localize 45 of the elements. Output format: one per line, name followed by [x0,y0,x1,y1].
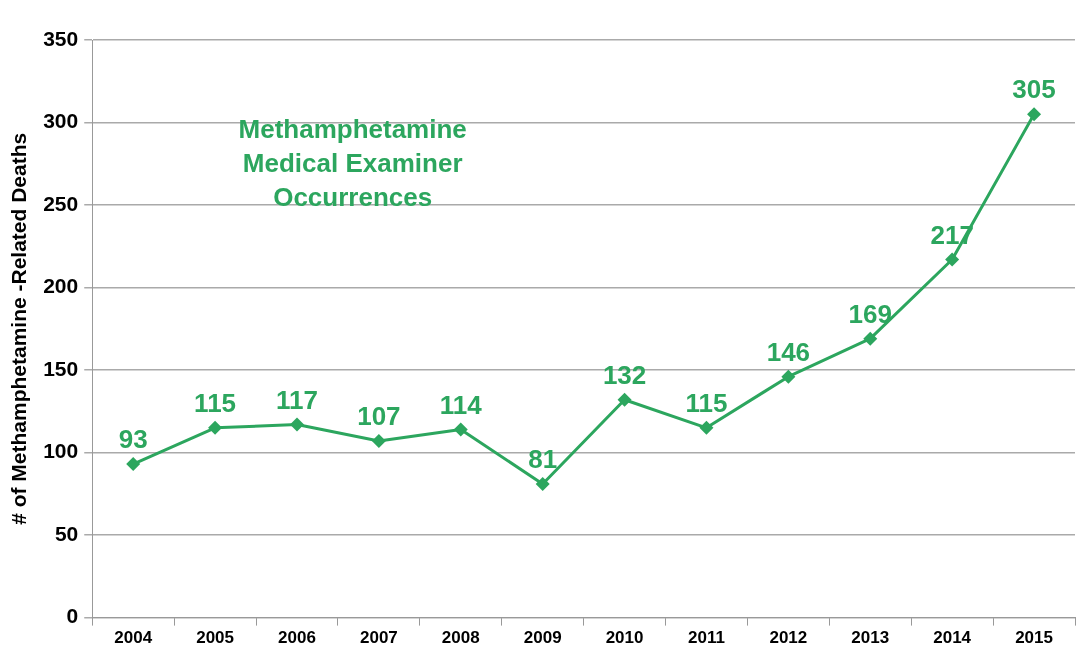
y-tick-label: 0 [66,604,79,628]
point [289,417,304,432]
y-tick-label: 150 [43,356,79,380]
x-tick-label: 2004 [114,628,153,648]
point [699,420,714,435]
x-tick-label: 2014 [933,628,972,648]
y-tick-label: 50 [54,521,79,545]
y-tick-label: 300 [43,109,79,133]
y-tick-label: 350 [43,26,79,50]
text: Methamphetamine Medical Examiner Occurrences [238,114,467,213]
data-label: 93 [118,424,148,455]
x-tick-label: 2005 [196,628,234,648]
point [617,392,632,407]
y-tick-label: 250 [43,191,79,215]
data-label: 169 [848,298,892,329]
point [781,369,796,384]
x-tick-label: 2009 [523,628,562,648]
data-label: 114 [439,389,483,420]
point [371,434,386,449]
point [208,420,223,435]
data-label: 81 [528,444,558,475]
x-tick-label: 2008 [441,628,480,648]
x-tick-label: 2015 [1015,628,1053,648]
y-tick-label: 100 [43,439,79,463]
x-tick-label: 2013 [851,628,890,648]
data-label: 146 [766,336,811,367]
data-label: 132 [602,359,647,390]
point [1027,107,1042,122]
x-tick-label: 2007 [359,628,398,648]
data-label: 115 [685,387,728,418]
y-axis-title: # of Methamphetamine -Related Deaths [7,132,31,525]
point [945,252,960,267]
point [863,331,878,346]
point [535,476,550,491]
data-label: 305 [1012,74,1056,105]
point [453,422,468,437]
point [126,457,141,472]
data-label: 115 [194,387,237,418]
x-tick-label: 2010 [605,628,644,648]
data-label: 117 [276,384,318,415]
x-tick-label: 2006 [278,628,316,648]
y-tick-label: 200 [43,274,79,298]
data-label: 107 [357,401,401,432]
x-tick-label: 2012 [769,628,808,648]
x-tick-label: 2011 [688,628,725,648]
